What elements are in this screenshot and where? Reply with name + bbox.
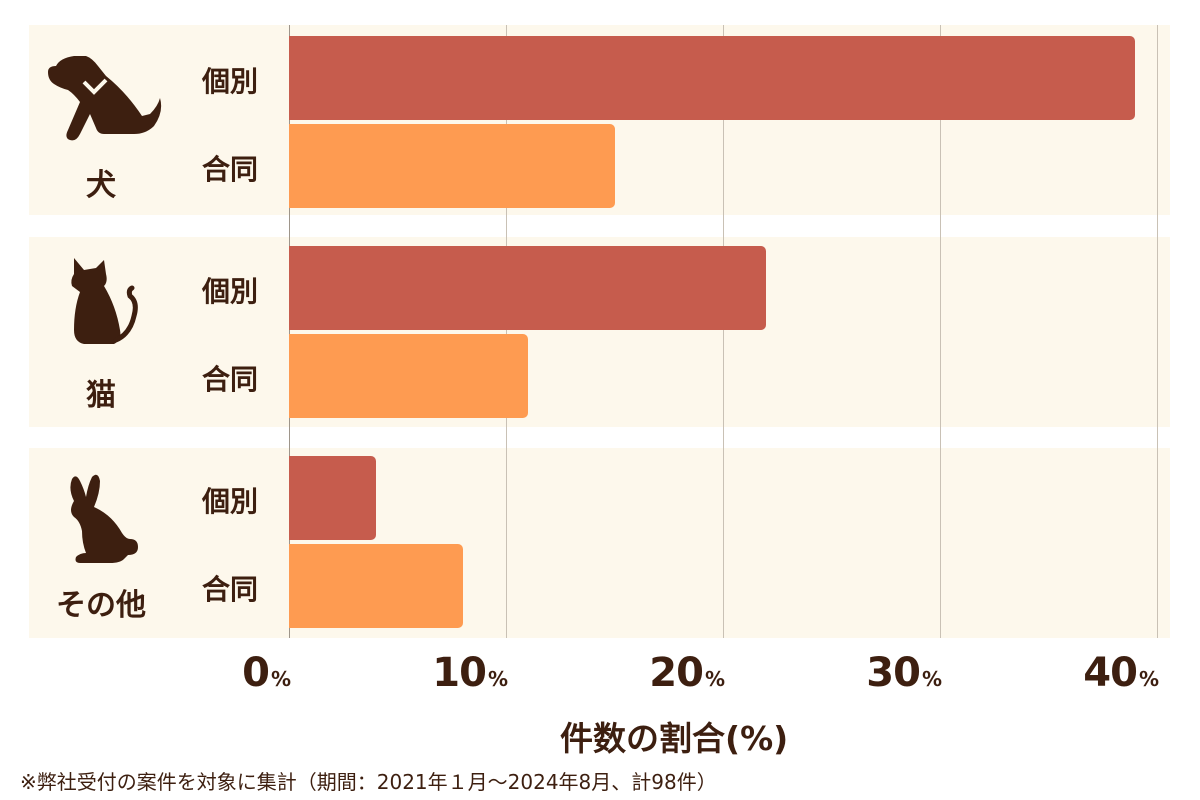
x-axis-label: 件数の割合(%) <box>560 719 789 758</box>
tick-30: 30% <box>866 650 942 696</box>
bar-other-individual <box>289 456 376 540</box>
tick-20: 20% <box>649 650 725 696</box>
bar-cat-joint <box>289 334 528 418</box>
row-label-cat-joint: 合同 <box>202 363 259 396</box>
gridline-20 <box>723 25 724 638</box>
bar-cat-individual <box>289 246 767 330</box>
bar-other-joint <box>289 544 463 628</box>
group-panel-other <box>29 448 1170 638</box>
cat-icon <box>71 258 138 344</box>
row-label-other-joint: 合同 <box>202 573 259 606</box>
footnote: ※弊社受付の案件を対象に集計（期間：2021年１月〜2024年8月、計98件） <box>20 770 717 794</box>
group-label-dog: 犬 <box>86 168 116 203</box>
gridline-30 <box>940 25 941 638</box>
tick-0: 0% <box>242 650 291 696</box>
tick-40: 40% <box>1083 650 1159 696</box>
bar-dog-joint <box>289 124 615 208</box>
row-label-dog-individual: 個別 <box>202 65 259 98</box>
gridline-0 <box>289 25 290 638</box>
row-label-other-individual: 個別 <box>202 485 259 518</box>
row-label-cat-individual: 個別 <box>202 275 259 308</box>
group-label-other: その他 <box>56 588 146 623</box>
group-label-cat: 猫 <box>86 378 116 413</box>
dog-icon <box>48 56 162 141</box>
tick-10: 10% <box>432 650 508 696</box>
row-label-dog-joint: 合同 <box>202 153 259 186</box>
rabbit-icon <box>70 474 138 563</box>
gridline-40 <box>1157 25 1158 638</box>
bar-dog-individual <box>289 36 1136 120</box>
gridline-10 <box>506 25 507 638</box>
